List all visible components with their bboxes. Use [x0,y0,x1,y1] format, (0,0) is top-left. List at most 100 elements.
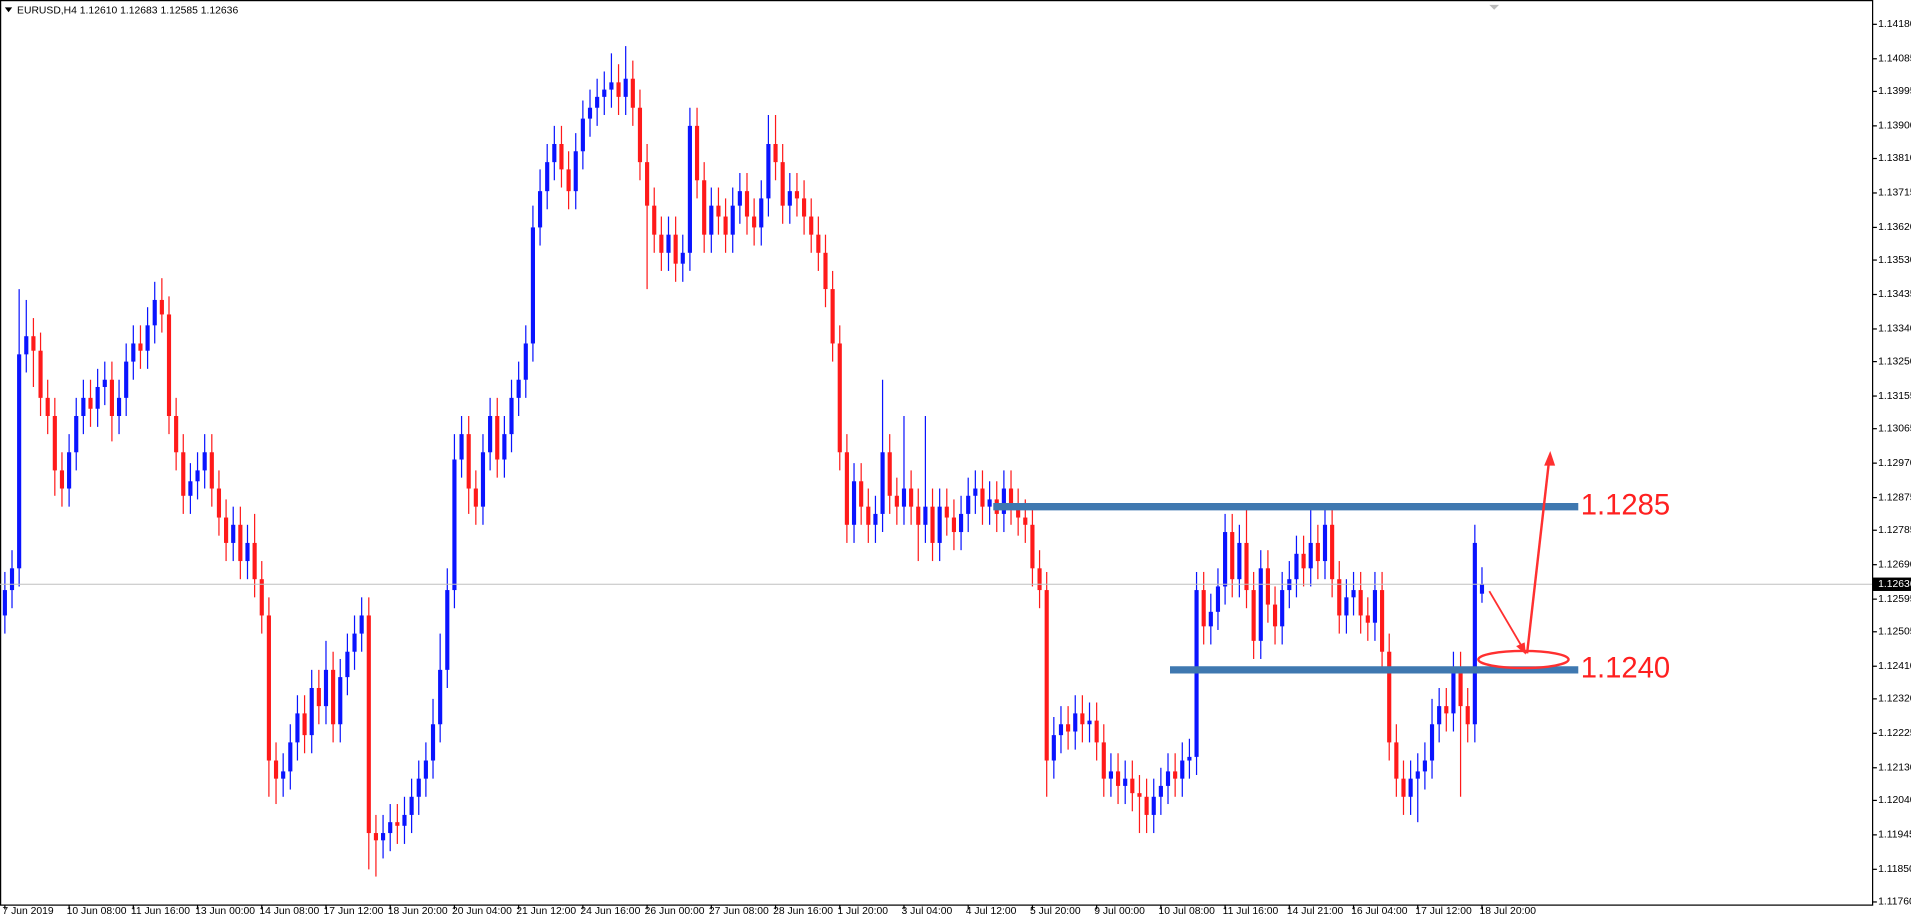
candle-body [331,669,336,725]
candle-body [609,82,614,90]
candle-body [1073,713,1078,732]
candle-body [901,488,907,507]
candle-body [281,771,286,779]
candle-body [109,379,114,416]
candle-body [216,488,222,518]
candle-body [1187,756,1192,761]
x-tick-label: 28 Jun 16:00 [773,906,833,917]
y-tick-label: 1.13065 [1878,423,1911,434]
candle-body [202,452,207,471]
candle-body [1272,604,1278,627]
x-tick-label: 21 Jun 12:00 [516,906,576,917]
candle-body [174,415,179,453]
level-label: 1.1285 [1581,489,1670,521]
candle-body [1080,713,1085,725]
x-tick-label: 3 Jul 04:00 [902,906,953,917]
candle-body [1294,553,1299,580]
candle-body [181,452,186,496]
y-tick-label: 1.12320 [1878,694,1911,705]
candle-body [88,397,93,409]
candle-body [1066,724,1071,732]
candle-body [1173,771,1178,779]
candle-body [416,778,421,797]
candle-body [1394,742,1399,779]
candle-body [766,144,771,199]
candle-body [81,397,86,416]
candle-body [59,470,65,489]
candle-body [730,205,735,235]
candle-body [1223,532,1228,587]
candle-body [1001,488,1006,514]
candle-body [1322,524,1328,562]
candle-body [759,198,764,228]
candle-body [1101,742,1106,779]
y-tick-label: 1.12040 [1878,795,1911,806]
candle-body [488,415,493,453]
candle-body [402,814,407,826]
candle-body [74,415,79,453]
candle-body [802,198,807,217]
candle-body [1265,568,1270,605]
candle-body [1044,590,1049,761]
candle-body [124,361,129,398]
y-tick-label: 1.12690 [1878,559,1911,570]
shift-marker [1489,4,1500,10]
candle-body [545,162,550,192]
x-tick-label: 10 Jun 08:00 [67,906,127,917]
y-tick-label: 1.13995 [1878,86,1911,97]
menu-arrow[interactable] [4,7,13,13]
x-tick-label: 13 Jun 00:00 [195,906,255,917]
candle-body [138,343,143,351]
candle-body [1308,542,1313,569]
candle-body [694,125,700,181]
x-tick-label: 18 Jul 20:00 [1480,906,1537,917]
y-tick-label: 1.13530 [1878,255,1911,266]
candle-body [623,78,628,97]
y-tick-label: 1.13715 [1878,188,1911,199]
y-tick-label: 1.12130 [1878,763,1911,774]
candle-body [787,191,792,206]
candle-body [52,415,57,471]
candle-body [159,299,164,315]
y-tick-label: 1.12410 [1878,661,1911,672]
candle-body [1151,796,1156,815]
arrow-head [1516,642,1526,655]
candle-body [266,615,271,761]
x-tick-label: 7 Jun 2019 [2,906,53,917]
candle-body [937,506,942,543]
candle-body [645,162,650,206]
candle-body [987,499,992,507]
candle-body [702,180,707,235]
candle-body [95,386,100,409]
candle-body [980,488,985,507]
candle-body [537,191,543,228]
candle-body [1137,793,1142,797]
candle-body [573,151,578,192]
candle-body [509,397,514,435]
x-tick-label: 5 Jul 20:00 [1030,906,1081,917]
candle-body [1258,568,1263,641]
candle-body [152,299,157,326]
candle-body [224,517,229,543]
candle-body [338,677,343,725]
candle-body [1108,771,1113,779]
arrow-down [1488,590,1527,654]
candle-body [366,615,371,834]
candle-body [1330,524,1335,580]
x-tick-label: 14 Jul 21:00 [1287,906,1344,917]
candle-body [666,234,671,253]
candle-body [1023,517,1028,525]
candle-body [816,234,821,253]
candle-body [966,495,971,514]
candle-body [566,169,571,192]
candle-body [1344,597,1349,616]
arrow-up [1525,460,1551,654]
y-tick-label: 1.12505 [1878,627,1911,638]
candle-body [409,796,414,815]
candle-body [1230,532,1235,580]
candle-body [752,216,757,228]
candle-body [1008,488,1014,507]
candle-body [2,590,7,616]
price-label-box [1872,577,1911,591]
